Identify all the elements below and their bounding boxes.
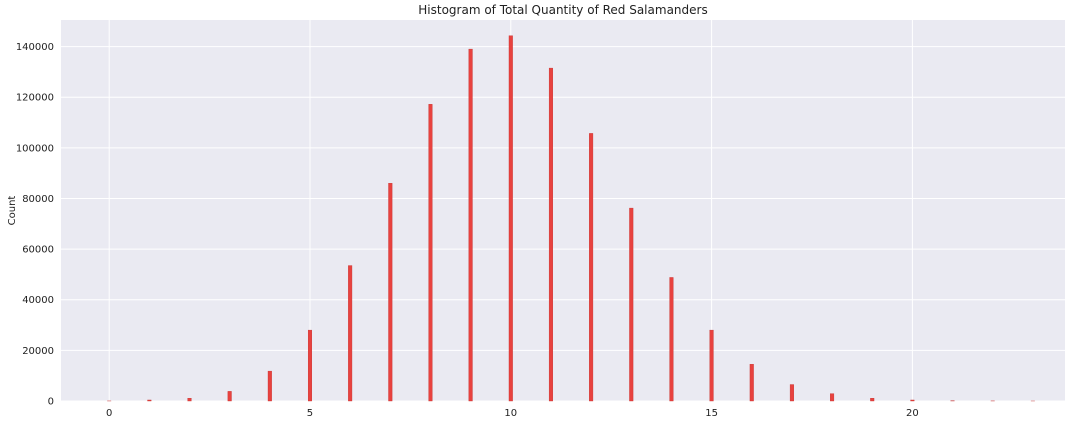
histogram-bar — [268, 371, 272, 401]
y-tick-label: 100000 — [16, 143, 54, 154]
histogram-bar — [629, 208, 633, 401]
histogram-bar — [228, 391, 232, 401]
histogram-bar — [870, 398, 874, 401]
histogram-bar — [790, 385, 794, 401]
x-tick-label: 10 — [504, 408, 517, 419]
histogram-bar — [830, 394, 834, 401]
histogram-bar — [589, 133, 593, 401]
histogram-bar — [308, 330, 312, 401]
histogram-bar — [911, 400, 915, 401]
y-tick-label: 0 — [48, 397, 54, 408]
histogram-bar — [148, 400, 152, 401]
y-tick-label: 80000 — [22, 194, 54, 205]
y-tick-label: 40000 — [22, 295, 54, 306]
histogram-bar — [389, 183, 393, 401]
y-tick-label: 140000 — [16, 42, 54, 53]
histogram-bar — [469, 49, 473, 401]
histogram-bar — [429, 104, 433, 401]
y-axis-label: Count — [7, 196, 18, 226]
histogram-bar — [549, 68, 553, 401]
histogram-bar — [670, 277, 674, 401]
x-tick-label: 15 — [705, 408, 718, 419]
x-tick-label: 0 — [106, 408, 112, 419]
histogram-bar — [750, 364, 754, 401]
histogram-bar — [509, 36, 513, 401]
y-tick-label: 120000 — [16, 93, 54, 104]
chart-title: Histogram of Total Quantity of Red Salam… — [418, 3, 707, 17]
plot-area — [61, 20, 1065, 401]
histogram-bar — [348, 266, 352, 401]
x-tick-label: 5 — [307, 408, 313, 419]
y-tick-label: 60000 — [22, 245, 54, 256]
y-tick-label: 20000 — [22, 346, 54, 357]
histogram-bar — [188, 398, 192, 401]
x-tick-label: 20 — [906, 408, 919, 419]
histogram-bar — [710, 330, 714, 401]
